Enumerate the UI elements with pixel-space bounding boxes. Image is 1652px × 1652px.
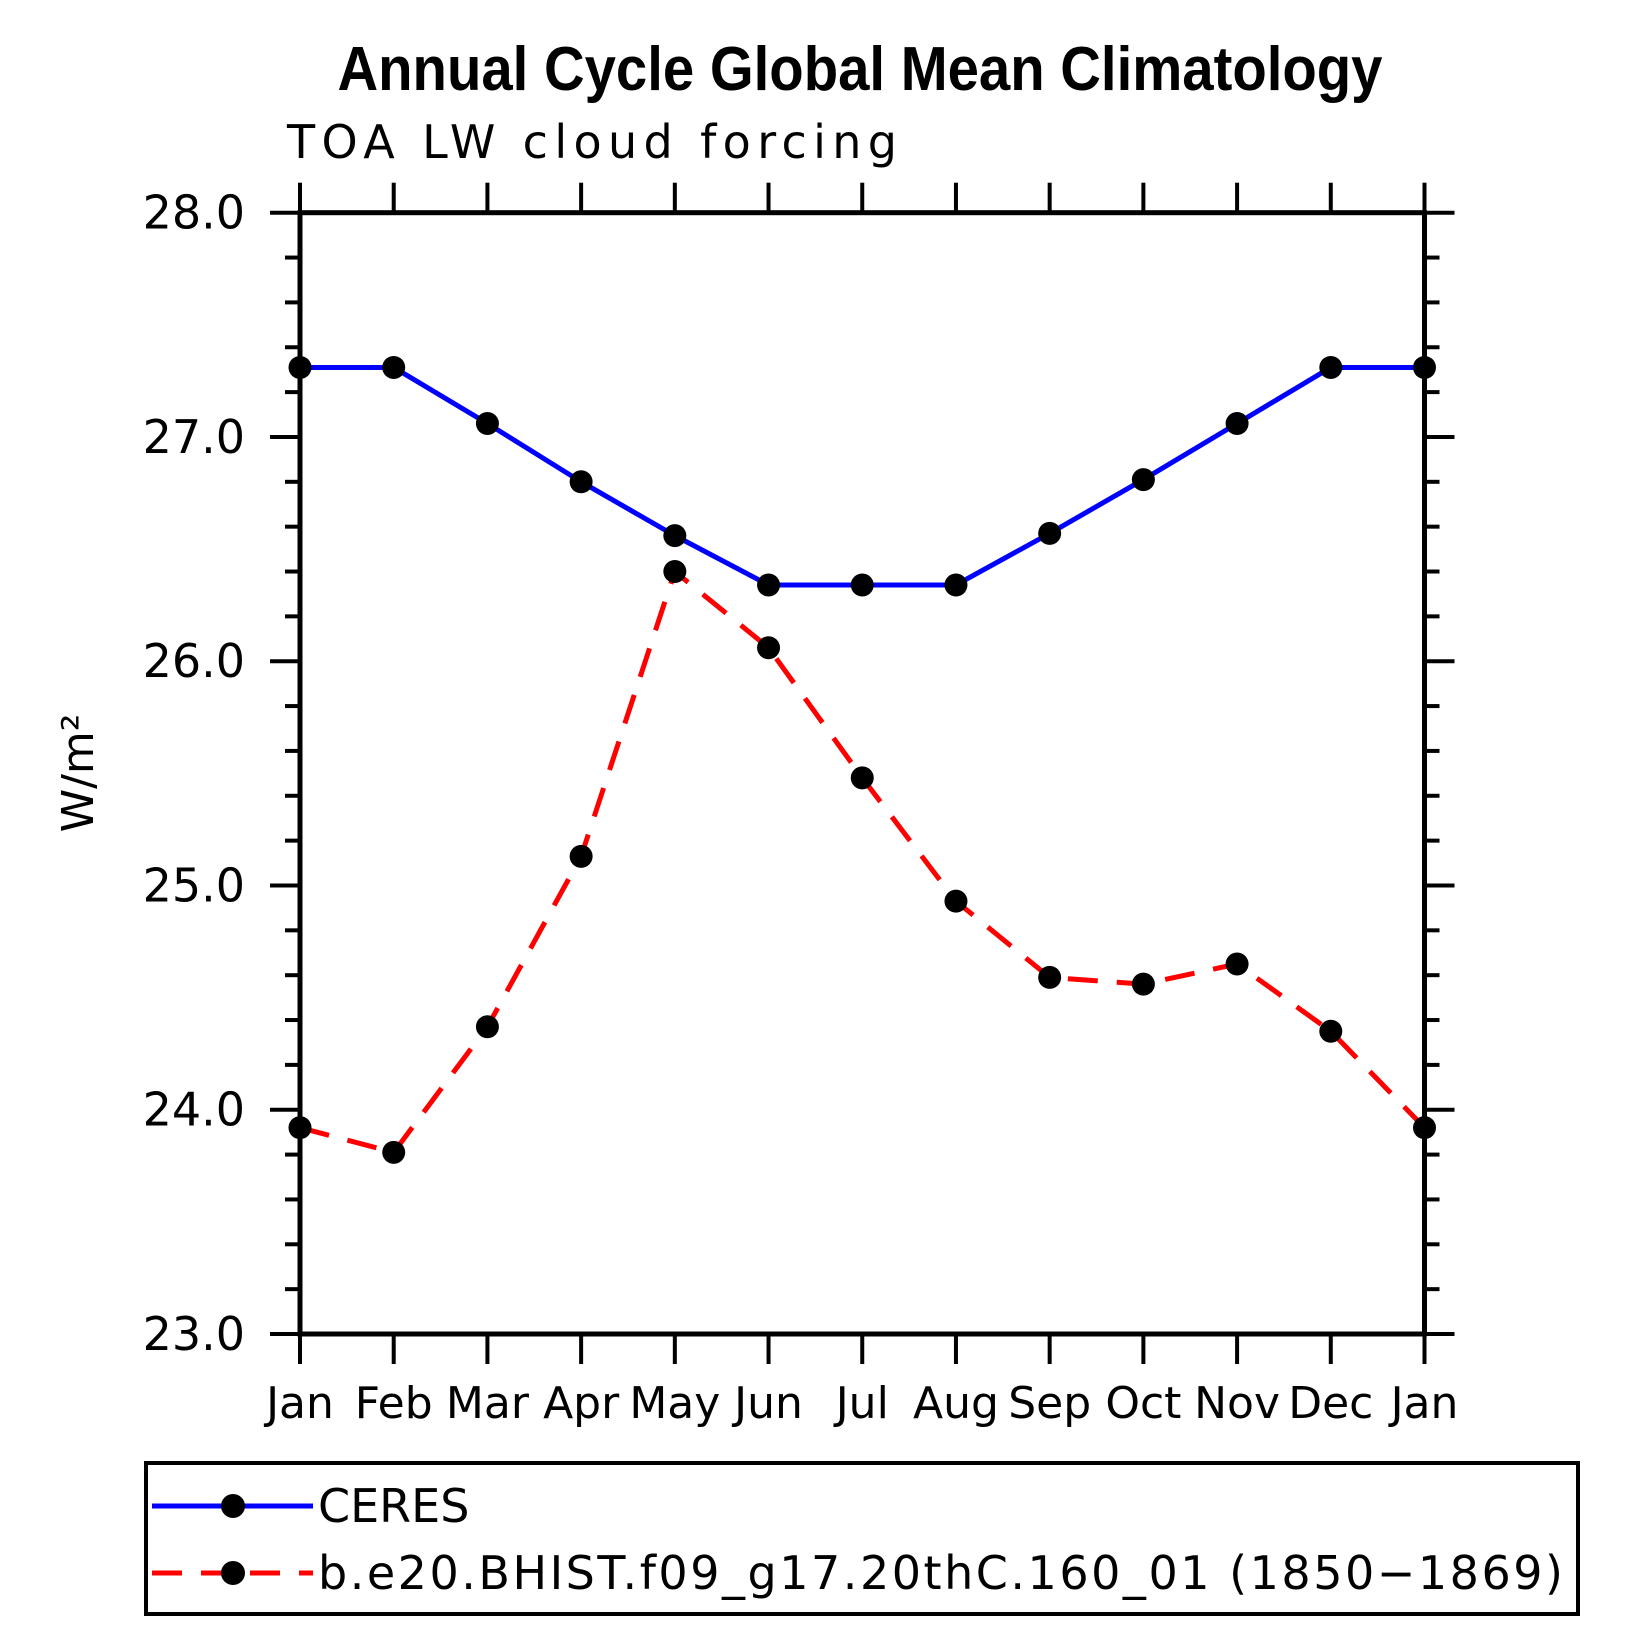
data-point-marker [475,412,499,436]
data-point-marker [850,766,874,790]
x-tick-label: Jan [263,1378,334,1429]
legend: CERES b.e20.BHIST.f09_g17.20thC.160_01 (… [144,1461,1580,1616]
legend-label-model: b.e20.BHIST.f09_g17.20thC.160_01 (1850−1… [318,1546,1563,1600]
legend-label-ceres: CERES [318,1479,469,1533]
data-point-marker [569,844,593,868]
data-point-marker [1038,521,1062,545]
data-point-marker [1038,965,1062,989]
data-point-marker [663,560,687,584]
y-tick-label: 25.0 [143,858,245,912]
data-point-marker [757,636,781,660]
series-layer [288,355,1436,1164]
x-tick-label: Apr [543,1378,620,1429]
data-point-marker [475,1015,499,1039]
y-axis-label: W/m² [53,714,104,833]
data-point-marker [382,355,406,379]
x-tick-label: Jun [731,1378,803,1429]
data-point-marker [569,470,593,494]
data-point-marker [1131,972,1155,996]
data-point-marker [1225,412,1249,436]
data-point-marker [944,573,968,597]
x-tick-label: Jul [833,1378,889,1429]
legend-box [144,1461,1580,1616]
x-tick-label: May [629,1378,720,1429]
legend-marker-model [221,1561,245,1585]
y-tick-label: 28.0 [143,186,245,240]
x-tick-label: Sep [1008,1378,1091,1429]
data-point-marker [944,889,968,913]
chart-subtitle: TOA LW cloud forcing [286,115,897,169]
data-point-marker [1319,1019,1343,1043]
page-title: Annual Cycle Global Mean Climatology [338,35,1383,104]
y-tick-label: 27.0 [143,410,245,464]
x-tick-label: Feb [355,1378,433,1429]
series-line-CERES [300,364,1425,588]
x-tick-label: Mar [446,1378,530,1429]
y-tick-label: 23.0 [143,1307,245,1361]
data-point-marker [1319,355,1343,379]
data-point-marker [757,573,781,597]
data-point-marker [382,1140,406,1164]
x-tick-label: Dec [1288,1378,1373,1429]
data-point-marker [1131,468,1155,492]
data-point-marker [288,355,312,379]
series-line-b [299,569,1427,1155]
y-tick-label: 26.0 [143,634,245,688]
x-tick-label: Aug [913,1378,999,1429]
data-point-marker [1413,1116,1436,1140]
data-point-marker [1413,355,1436,379]
x-tick-label: Oct [1105,1378,1181,1429]
data-point-marker [850,573,874,597]
x-tick-label: Nov [1194,1378,1280,1429]
legend-marker-ceres [221,1494,245,1518]
data-point-marker [1225,952,1249,976]
data-point-marker [663,524,687,548]
y-tick-label: 24.0 [143,1083,245,1137]
x-tick-label: Jan [1388,1378,1459,1429]
data-point-marker [288,1116,312,1140]
